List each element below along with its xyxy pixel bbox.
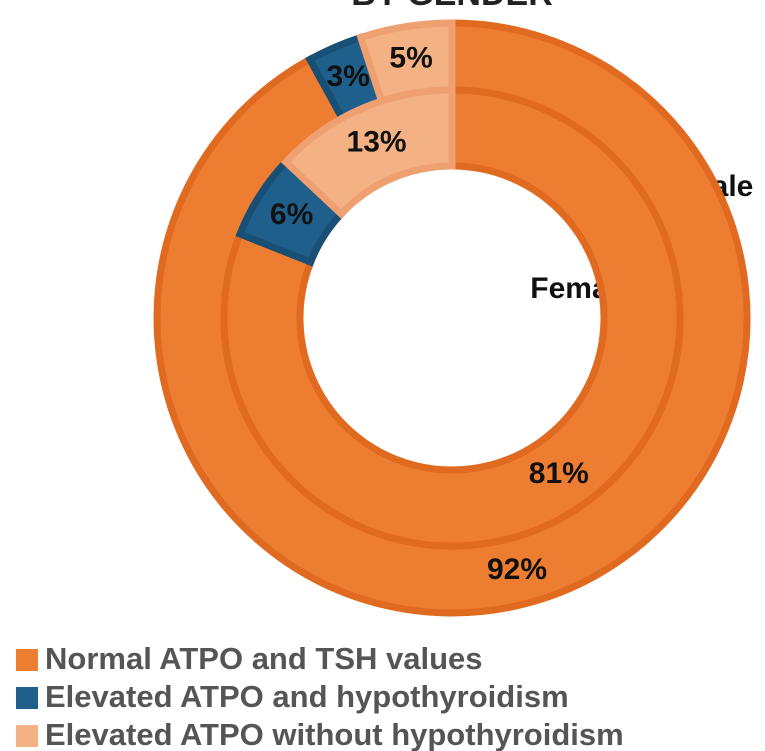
data-label: 92% <box>487 553 547 586</box>
legend-label: Elevated ATPO without hypothyroidism <box>45 717 624 751</box>
donut-segment <box>280 86 456 219</box>
legend-swatch <box>16 687 38 709</box>
chart-title: BY GENDER <box>351 0 553 13</box>
data-label: 81% <box>529 457 589 490</box>
legend-swatch <box>16 725 38 747</box>
data-label: 3% <box>326 60 369 93</box>
data-label: 13% <box>347 126 407 159</box>
legend-label: Elevated ATPO and hypothyroidism <box>45 679 569 714</box>
data-label: 5% <box>389 42 432 75</box>
legend-label: Normal ATPO and TSH values <box>45 641 483 676</box>
data-label: 6% <box>270 198 313 231</box>
legend-swatch <box>16 649 38 671</box>
donut-segment <box>220 86 684 550</box>
